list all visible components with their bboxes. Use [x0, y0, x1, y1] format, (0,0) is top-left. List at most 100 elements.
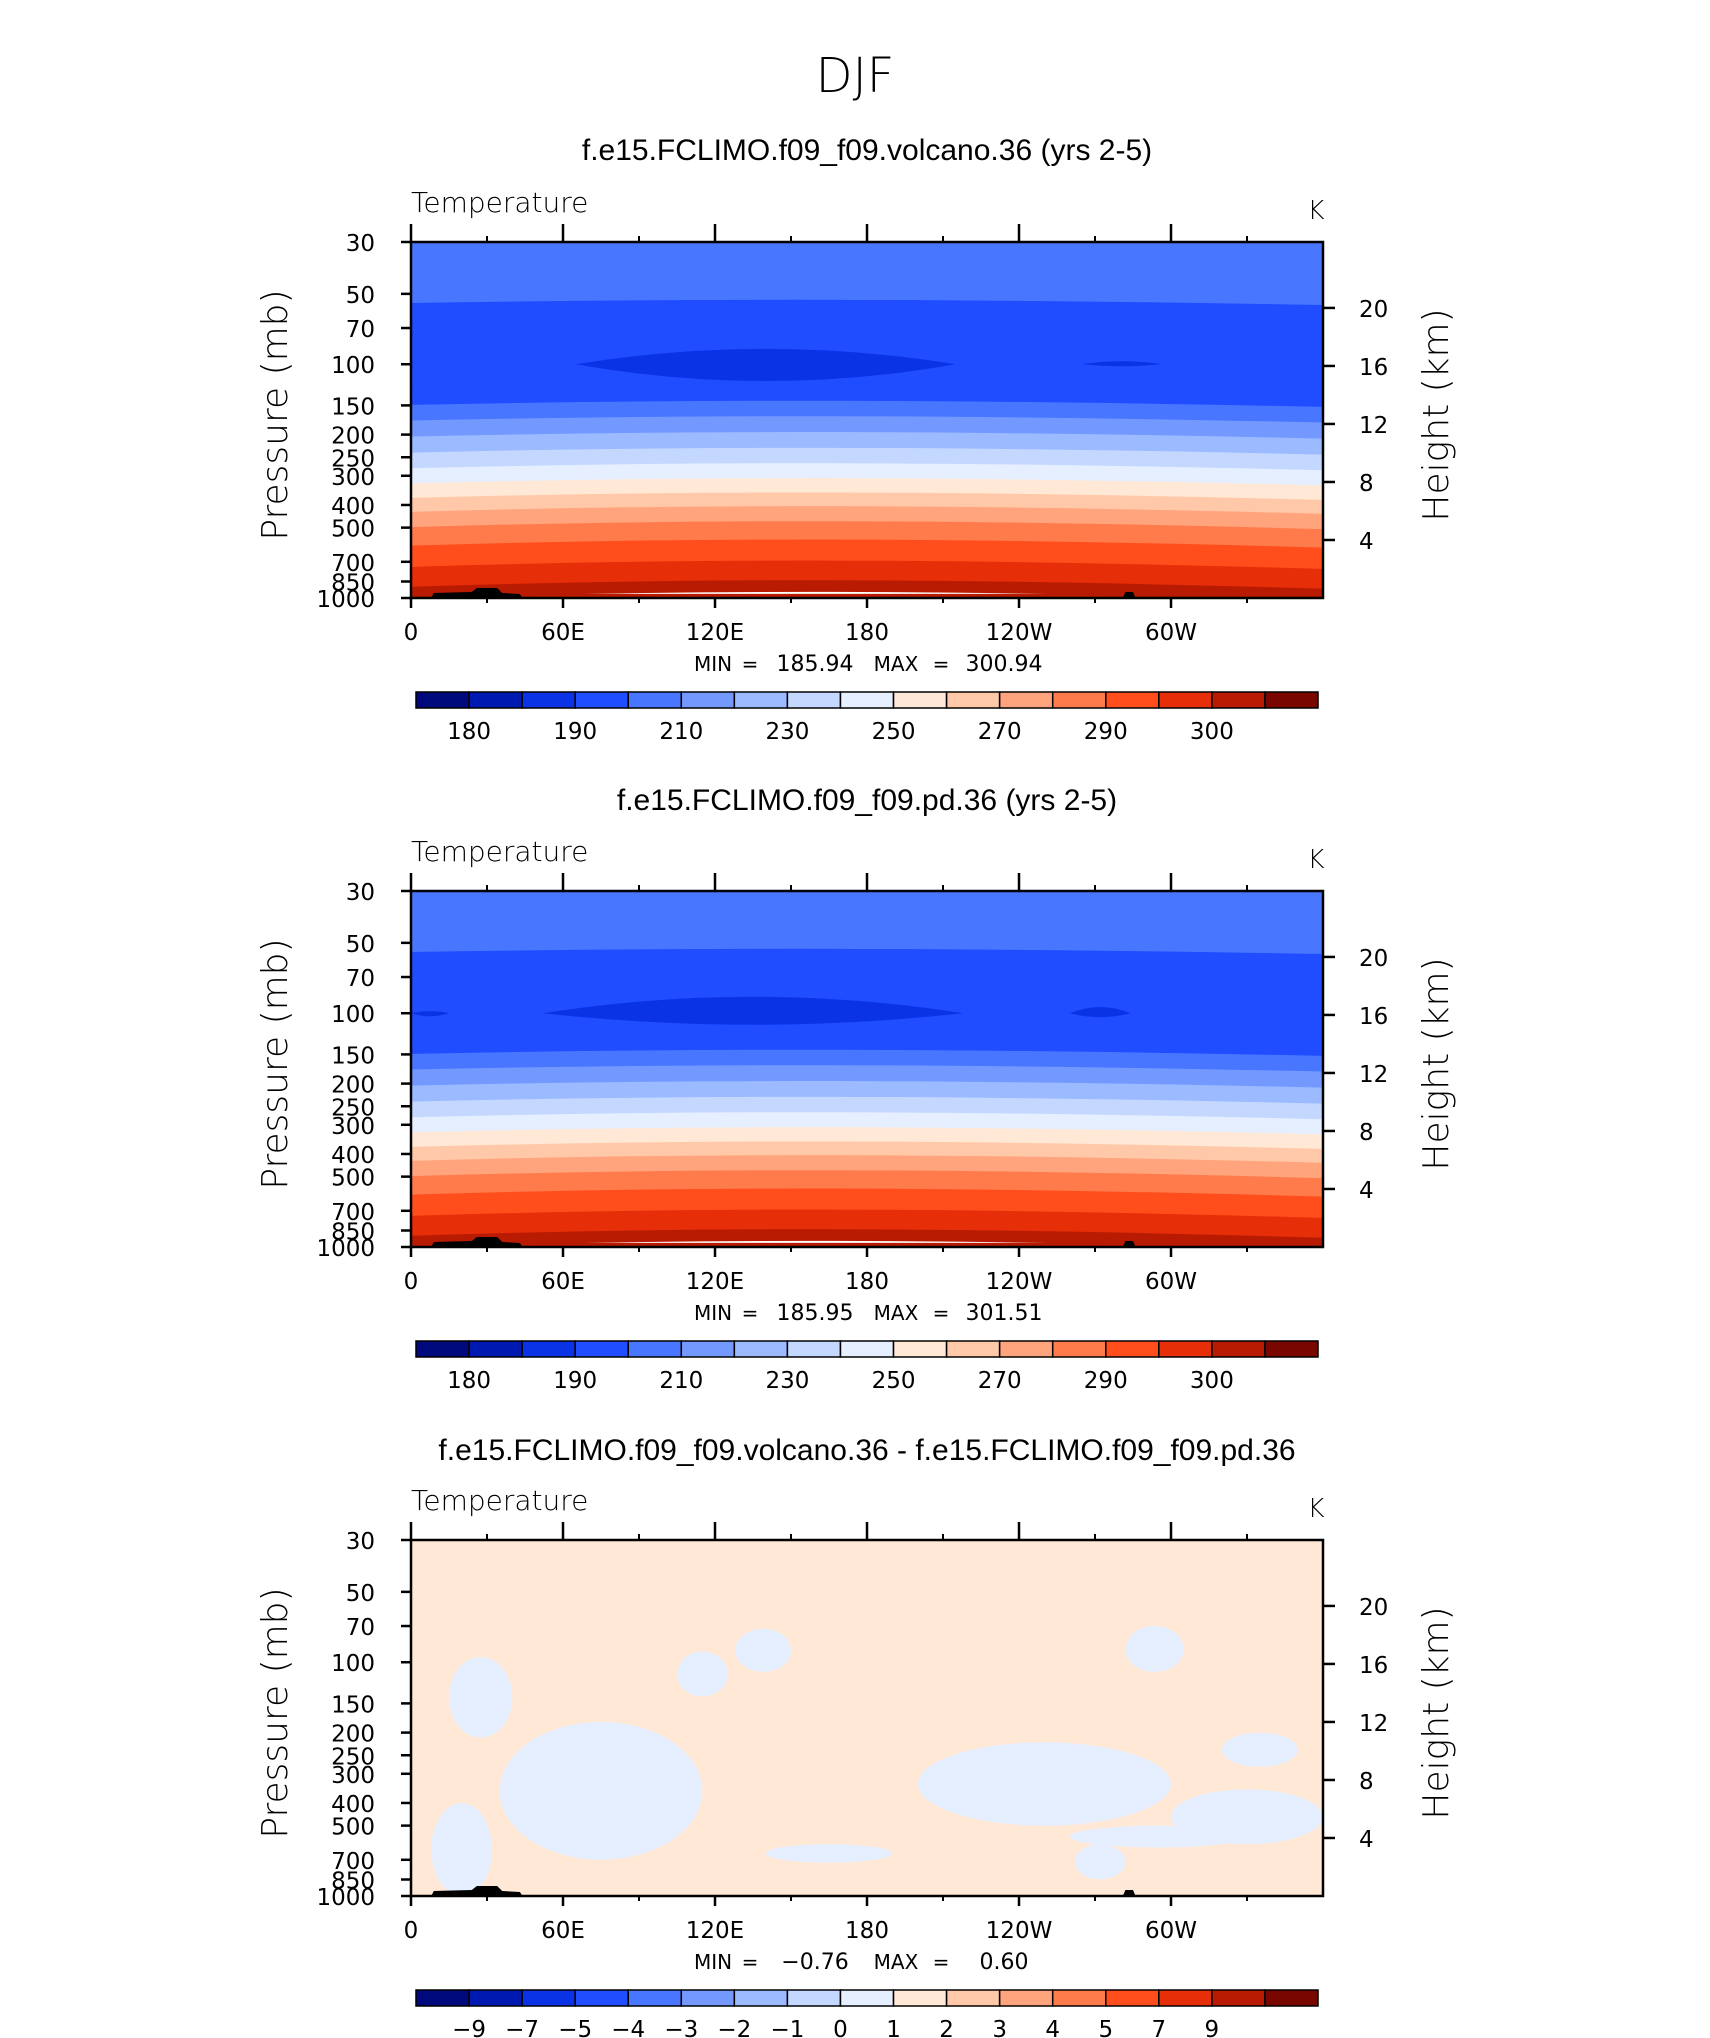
contour-patch — [449, 1657, 513, 1738]
colorbar-label: 230 — [765, 1368, 809, 1394]
min-value: 185.94 — [777, 652, 854, 677]
y-tick-label: 500 — [331, 517, 375, 543]
contour-minimum — [542, 996, 964, 1025]
x-tick-label: 60W — [1145, 620, 1197, 646]
variable-label: Temperature — [411, 186, 588, 219]
colorbar-label: 3 — [992, 2017, 1007, 2038]
colorbar-box — [627, 1340, 683, 1358]
contour-patch — [1125, 1626, 1184, 1672]
x-tick-label: 180 — [845, 1269, 889, 1295]
colorbar-box — [945, 1340, 1001, 1358]
colorbar-box — [786, 691, 842, 709]
min-equals: = — [742, 1950, 759, 1974]
y2-tick-label: 16 — [1359, 1653, 1388, 1679]
y-tick-label: 100 — [331, 353, 375, 379]
x-tick-label: 180 — [845, 620, 889, 646]
contour-patch — [550, 1773, 640, 1826]
colorbar-box — [1211, 691, 1266, 709]
colorbar-box — [1051, 1989, 1107, 2007]
y-tick-label: 30 — [346, 1529, 375, 1555]
y2-axis-label: Height (km) — [1416, 308, 1457, 521]
colorbar-box — [521, 1340, 576, 1358]
y2-tick-label: 4 — [1359, 1178, 1374, 1204]
colorbar-label: 290 — [1084, 719, 1128, 745]
min-value: 185.95 — [777, 1301, 854, 1326]
colorbar-label: 210 — [659, 1368, 703, 1394]
colorbar-box — [574, 691, 629, 709]
colorbar-box — [680, 1340, 736, 1358]
y2-axis-label: Height (km) — [1416, 1606, 1457, 1819]
contour-patch — [1221, 1732, 1298, 1767]
y-tick-label: 850 — [331, 1220, 375, 1246]
colorbar-box — [892, 1989, 948, 2007]
colorbar-label: 5 — [1098, 2017, 1113, 2038]
colorbar-label: 190 — [553, 1368, 597, 1394]
colorbar-box — [733, 1340, 789, 1358]
colorbar-box — [415, 1989, 470, 2007]
y-tick-label: 150 — [331, 1692, 375, 1718]
max-equals: = — [933, 652, 950, 676]
x-tick-label: 120E — [686, 620, 744, 646]
max-label: MAX — [874, 652, 919, 676]
y2-tick-label: 12 — [1359, 1062, 1388, 1088]
colorbar-box — [733, 691, 789, 709]
contour-patch — [431, 1802, 493, 1896]
colorbar-box — [786, 1989, 842, 2007]
y-tick-label: 100 — [331, 1651, 375, 1677]
colorbar-label: 250 — [872, 719, 916, 745]
y-tick-label: 70 — [346, 1615, 375, 1641]
y2-tick-label: 4 — [1359, 1827, 1374, 1853]
plot-area — [411, 891, 1323, 1247]
x-tick-label: 120E — [686, 1269, 744, 1295]
x-tick-label: 120W — [986, 1918, 1053, 1944]
y-tick-label: 100 — [331, 1002, 375, 1028]
colorbar-label: 290 — [1084, 1368, 1128, 1394]
colorbar-box — [998, 1340, 1054, 1358]
page-title: DJF — [816, 48, 895, 104]
colorbar-box — [468, 691, 523, 709]
max-value: 301.51 — [966, 1301, 1043, 1326]
contour-band — [411, 267, 1323, 307]
contour-band — [411, 593, 1323, 598]
colorbar-label: 180 — [447, 1368, 491, 1394]
y2-tick-label: 4 — [1359, 529, 1374, 555]
chart-panel-1: f.e15.FCLIMO.f09_f09.volcano.36 (yrs 2-5… — [255, 134, 1457, 745]
y-tick-label: 700 — [331, 1200, 375, 1226]
y2-axis-label: Height (km) — [1416, 957, 1457, 1170]
colorbar-label: −3 — [664, 2017, 698, 2038]
colorbar-box — [521, 1989, 576, 2007]
contour-band — [411, 242, 1323, 249]
colorbar-box — [627, 691, 683, 709]
min-label: MIN — [694, 652, 732, 676]
colorbar-box — [574, 1989, 629, 2007]
x-tick-label: 60W — [1145, 1269, 1197, 1295]
y2-tick-label: 8 — [1359, 1120, 1374, 1146]
y-tick-label: 300 — [331, 465, 375, 491]
colorbar-label: −9 — [452, 2017, 486, 2038]
x-tick-label: 180 — [845, 1918, 889, 1944]
colorbar-box — [892, 691, 948, 709]
colorbar-box — [521, 691, 576, 709]
contour-band — [411, 916, 1323, 956]
min-value: −0.76 — [781, 1950, 848, 1975]
x-tick-label: 60E — [541, 1269, 585, 1295]
colorbar-box — [1264, 1340, 1319, 1358]
colorbar-label: 300 — [1190, 1368, 1234, 1394]
colorbar-box — [1105, 691, 1160, 709]
colorbar-box — [415, 691, 470, 709]
y-tick-label: 250 — [331, 446, 375, 472]
y-axis-label: Pressure (mb) — [255, 1587, 296, 1838]
colorbar-label: 230 — [765, 719, 809, 745]
max-label: MAX — [874, 1301, 919, 1325]
x-tick-label: 120W — [986, 620, 1053, 646]
y-tick-label: 70 — [346, 317, 375, 343]
colorbar-box — [1264, 1989, 1319, 2007]
min-equals: = — [742, 1301, 759, 1325]
contour-minimum — [575, 348, 956, 382]
y-tick-label: 200 — [331, 1073, 375, 1099]
colorbar-box — [627, 1989, 683, 2007]
y2-tick-label: 20 — [1359, 297, 1388, 323]
colorbar-box — [945, 1989, 1001, 2007]
y2-tick-label: 20 — [1359, 1595, 1388, 1621]
colorbar-label: 270 — [978, 1368, 1022, 1394]
